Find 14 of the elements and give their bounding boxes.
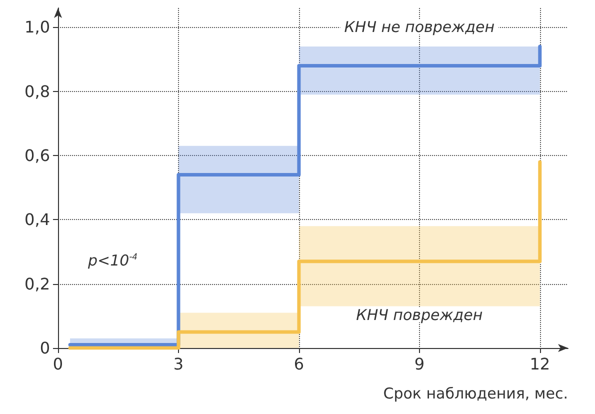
x-axis-title: Срок наблюдения, мес. xyxy=(383,384,568,402)
x-tick-label: 12 xyxy=(530,354,550,374)
y-tick-label: 1,0 xyxy=(24,18,50,37)
text: КНЧ поврежден xyxy=(356,306,483,324)
x-tick-label: 3 xyxy=(173,354,184,374)
y-tick-label: 0,8 xyxy=(24,82,50,101)
y-tick-label: 0 xyxy=(40,338,50,358)
x-tick-label: 9 xyxy=(414,354,425,374)
y-tick-label: 0,6 xyxy=(24,146,50,166)
x-tick-label: 6 xyxy=(294,354,304,374)
y-tick-label: 0,2 xyxy=(24,274,50,294)
x-tick-label: 0 xyxy=(52,354,64,374)
series-label: КНЧ не поврежден xyxy=(344,18,495,36)
y-tick-label: 0,4 xyxy=(24,210,50,230)
